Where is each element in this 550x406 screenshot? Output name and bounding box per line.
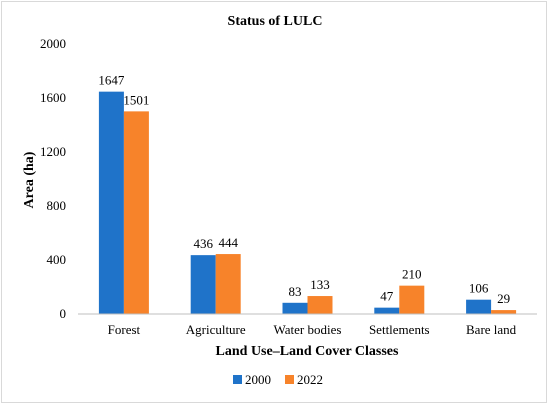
bar-2022-forest: [123, 111, 149, 315]
bar-2022-settlements: [399, 285, 425, 314]
y-axis-title: Area (ha): [22, 151, 37, 208]
data-label: 436: [193, 236, 213, 251]
legend-swatch-2022: [285, 375, 294, 384]
bar-2022-agriculture: [215, 254, 241, 314]
y-tick-label: 2000: [40, 36, 66, 51]
category-label: Forest: [108, 322, 141, 337]
data-label: 210: [402, 267, 422, 282]
legend-label-2000: 2000: [245, 372, 271, 387]
data-label: 83: [289, 284, 302, 299]
y-tick-label: 0: [60, 306, 67, 321]
legend-swatch-2000: [233, 375, 242, 384]
bar-2022-bare-land: [491, 310, 517, 314]
bars: 1647 1501 436 444 83 133 47 210 106 29: [98, 73, 517, 315]
bar-2000-forest: [98, 91, 124, 314]
data-label: 1501: [123, 92, 149, 107]
data-label: 29: [497, 291, 510, 306]
data-label: 133: [310, 277, 330, 292]
y-tick-label: 1600: [40, 90, 66, 105]
bar-2022-water-bodies: [307, 296, 333, 314]
y-tick-label: 400: [47, 252, 67, 267]
bar-2000-water-bodies: [282, 302, 308, 314]
category-label: Water bodies: [274, 322, 342, 337]
category-label: Bare land: [466, 322, 517, 337]
data-label: 47: [380, 289, 394, 304]
legend: 2000 2022: [233, 372, 323, 387]
chart-title: Status of LULC: [228, 14, 323, 29]
y-tick-label: 800: [47, 198, 67, 213]
bar-2000-agriculture: [190, 255, 216, 314]
data-label: 106: [469, 281, 489, 296]
bar-2000-bare-land: [466, 299, 492, 314]
x-axis-title: Land Use–Land Cover Classes: [216, 344, 399, 359]
y-tick-label: 1200: [40, 144, 66, 159]
bar-2000-settlements: [374, 307, 400, 314]
y-axis-ticks: 0 400 800 1200 1600 2000: [40, 36, 66, 321]
data-label: 444: [218, 235, 238, 250]
data-label: 1647: [98, 73, 125, 88]
category-label: Agriculture: [186, 322, 246, 337]
category-labels: Forest Agriculture Water bodies Settlements…: [108, 322, 517, 337]
category-label: Settlements: [369, 322, 430, 337]
legend-label-2022: 2022: [297, 372, 323, 387]
